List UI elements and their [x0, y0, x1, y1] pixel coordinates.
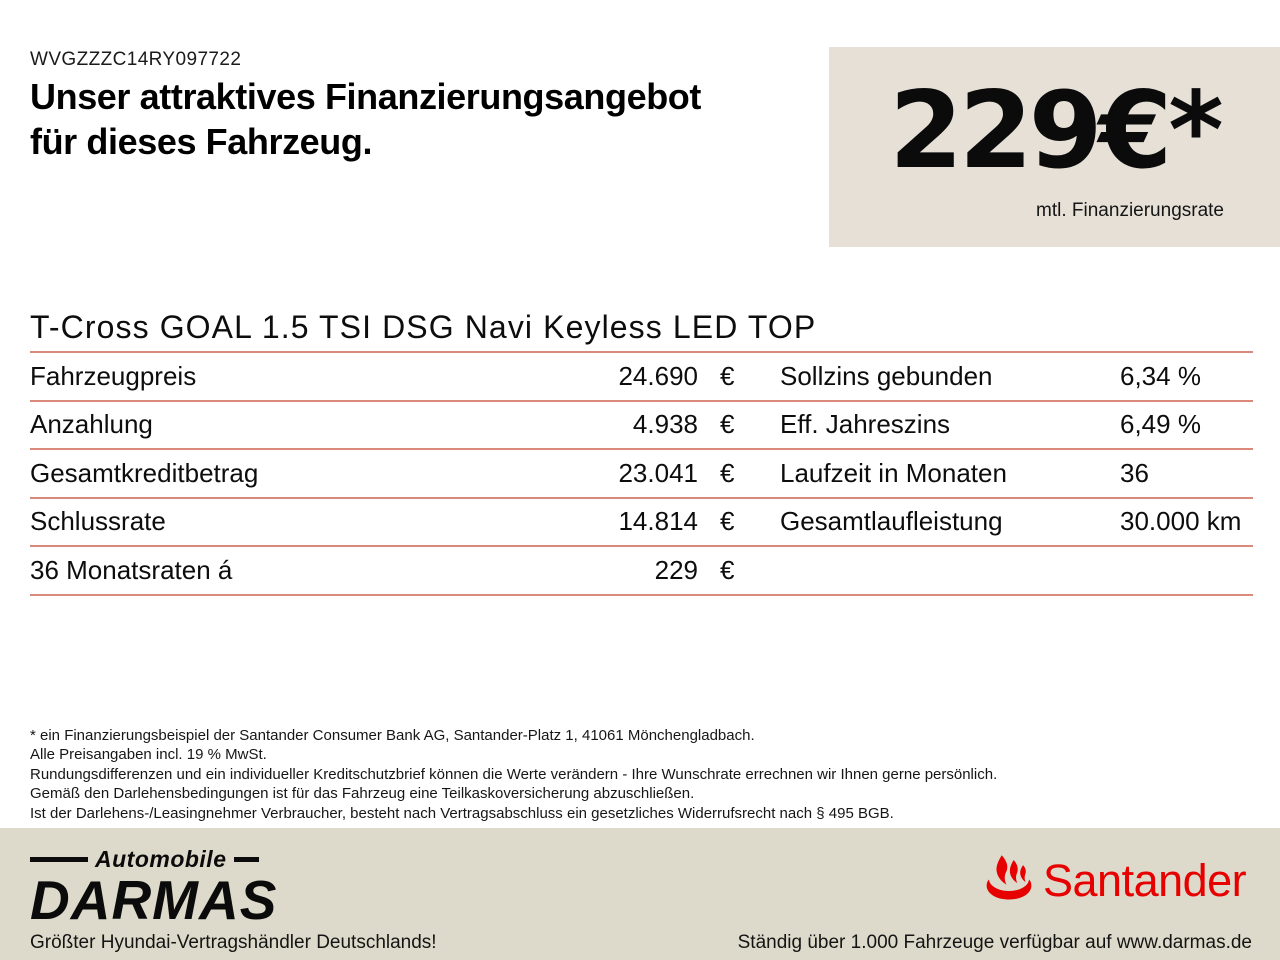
row-label-right: Laufzeit in Monaten	[780, 457, 1007, 488]
row-value: 229	[654, 554, 698, 585]
row-value-right: 36	[1120, 457, 1149, 488]
row-label: Fahrzeugpreis	[30, 360, 197, 391]
footnote-line: Gemäß den Darlehensbedingungen ist für d…	[30, 785, 695, 803]
row-label-right: Gesamtlaufleistung	[780, 506, 1003, 537]
row-value: 4.938	[632, 409, 698, 440]
row-unit: €	[720, 457, 735, 488]
monthly-rate-caption: mtl. Finanzierungsrate	[1036, 200, 1224, 221]
row-unit: €	[720, 360, 735, 391]
row-value-right: 6,49 %	[1120, 409, 1201, 440]
footnote-line: Rundungsdifferenzen und ein individuelle…	[30, 765, 998, 783]
santander-logo: Santander	[983, 854, 1247, 906]
row-label: 36 Monatsraten á	[30, 554, 233, 585]
vin-number: WVGZZZC14RY097722	[30, 49, 242, 70]
finance-row-monatsraten: 36 Monatsraten á 229 €	[30, 547, 1253, 596]
row-value: 24.690	[618, 360, 698, 391]
row-value-right: 6,34 %	[1120, 360, 1201, 391]
row-label-right: Eff. Jahreszins	[780, 409, 951, 440]
finance-row-fahrzeugpreis: Fahrzeugpreis 24.690 € Sollzins gebunden…	[30, 353, 1253, 402]
darmas-logo: Automobile DARMAS	[30, 846, 278, 931]
monthly-rate-amount: 229€*	[889, 69, 1223, 192]
row-value-right: 30.000 km	[1120, 506, 1242, 537]
footnote-line: Ist der Darlehens-/Leasingnehmer Verbrau…	[30, 804, 894, 822]
logo-rule-left	[30, 857, 88, 862]
darmas-logo-wordmark: DARMAS	[30, 869, 278, 931]
dealer-tagline: Größter Hyundai-Vertragshändler Deutschl…	[30, 932, 437, 953]
page-title-line2: für dieses Fahrzeug.	[30, 121, 373, 162]
row-unit: €	[720, 554, 735, 585]
finance-row-anzahlung: Anzahlung 4.938 € Eff. Jahreszins 6,49 %	[30, 402, 1253, 450]
row-label: Gesamtkreditbetrag	[30, 457, 259, 488]
footnote-line: * ein Finanzierungsbeispiel der Santande…	[30, 727, 755, 744]
vehicle-title: T-Cross GOAL 1.5 TSI DSG Navi Keyless LE…	[30, 309, 1253, 353]
row-unit: €	[720, 506, 735, 537]
darmas-logo-top: Automobile	[30, 846, 277, 873]
monthly-rate-box: 229€* mtl. Finanzierungsrate	[829, 47, 1280, 247]
santander-flame-icon	[986, 855, 1032, 900]
row-label: Schlussrate	[30, 506, 166, 537]
row-label-right: Sollzins gebunden	[780, 360, 993, 391]
row-value: 23.041	[618, 457, 698, 488]
row-unit: €	[720, 409, 735, 440]
bank-tagline: Ständig über 1.000 Fahrzeuge verfügbar a…	[737, 932, 1252, 953]
row-label: Anzahlung	[30, 409, 153, 440]
footnote-line: Alle Preisangaben incl. 19 % MwSt.	[30, 746, 267, 764]
logo-rule-right	[233, 857, 259, 862]
footnotes: * ein Finanzierungsbeispiel der Santande…	[30, 726, 1130, 823]
santander-wordmark: Santander	[1043, 854, 1247, 906]
finance-row-schlussrate: Schlussrate 14.814 € Gesamtlaufleistung …	[30, 499, 1253, 547]
footer-bar: Automobile DARMAS Größter Hyundai-Vertra…	[0, 828, 1280, 960]
page-title: Unser attraktives Finanzierungsangebot f…	[30, 74, 840, 164]
darmas-logo-automobile: Automobile	[95, 846, 227, 872]
finance-row-gesamtkreditbetrag: Gesamtkreditbetrag 23.041 € Laufzeit in …	[30, 450, 1253, 499]
page-title-line1: Unser attraktives Finanzierungsangebot	[30, 76, 701, 117]
row-value: 14.814	[618, 506, 698, 537]
finance-section: T-Cross GOAL 1.5 TSI DSG Navi Keyless LE…	[30, 309, 1253, 596]
